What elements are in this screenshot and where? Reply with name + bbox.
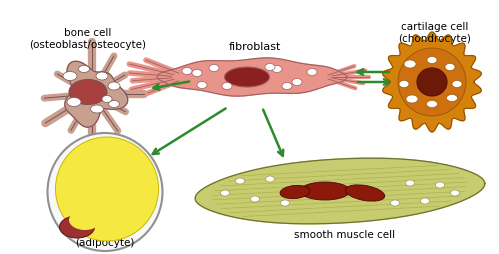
- Text: fat cell
(adipocyte): fat cell (adipocyte): [75, 226, 135, 247]
- Ellipse shape: [451, 190, 460, 196]
- Text: cartilage cell
(chondrocyte): cartilage cell (chondrocyte): [399, 22, 472, 43]
- Polygon shape: [157, 59, 347, 97]
- Polygon shape: [195, 158, 485, 224]
- Ellipse shape: [404, 61, 416, 69]
- Ellipse shape: [221, 190, 230, 196]
- Ellipse shape: [406, 96, 418, 104]
- Text: fibroblast: fibroblast: [229, 42, 281, 52]
- Ellipse shape: [69, 210, 101, 230]
- Ellipse shape: [452, 81, 462, 88]
- Ellipse shape: [78, 66, 89, 73]
- Polygon shape: [65, 62, 128, 128]
- Ellipse shape: [292, 79, 302, 86]
- Ellipse shape: [282, 83, 292, 90]
- Ellipse shape: [55, 137, 159, 241]
- Ellipse shape: [225, 68, 269, 88]
- Ellipse shape: [391, 200, 400, 206]
- Ellipse shape: [102, 96, 112, 103]
- Ellipse shape: [67, 98, 81, 107]
- Text: bone cell
(osteoblast/osteocyte): bone cell (osteoblast/osteocyte): [29, 28, 147, 50]
- Ellipse shape: [421, 198, 430, 204]
- Ellipse shape: [90, 106, 103, 114]
- Ellipse shape: [69, 80, 107, 105]
- Ellipse shape: [182, 68, 192, 75]
- Ellipse shape: [108, 83, 120, 91]
- Ellipse shape: [192, 70, 202, 77]
- Ellipse shape: [280, 186, 310, 199]
- Ellipse shape: [265, 176, 274, 182]
- Ellipse shape: [236, 178, 245, 184]
- Polygon shape: [383, 33, 481, 133]
- Ellipse shape: [280, 200, 289, 206]
- Ellipse shape: [427, 101, 438, 108]
- Ellipse shape: [59, 216, 94, 238]
- Ellipse shape: [436, 182, 445, 188]
- Ellipse shape: [307, 69, 317, 76]
- Ellipse shape: [108, 101, 119, 108]
- Ellipse shape: [272, 66, 282, 73]
- Ellipse shape: [345, 185, 385, 201]
- Ellipse shape: [417, 69, 447, 97]
- Ellipse shape: [265, 64, 275, 71]
- Ellipse shape: [222, 83, 232, 90]
- Ellipse shape: [300, 182, 350, 200]
- Ellipse shape: [63, 72, 77, 81]
- Text: smooth muscle cell: smooth muscle cell: [294, 229, 396, 239]
- Ellipse shape: [209, 65, 219, 72]
- Ellipse shape: [398, 49, 466, 117]
- Ellipse shape: [399, 81, 409, 88]
- Ellipse shape: [406, 180, 415, 186]
- Ellipse shape: [250, 196, 259, 202]
- Ellipse shape: [445, 64, 455, 71]
- Ellipse shape: [447, 95, 458, 102]
- Ellipse shape: [427, 57, 437, 64]
- Ellipse shape: [47, 133, 163, 251]
- Ellipse shape: [197, 82, 207, 89]
- Ellipse shape: [96, 73, 108, 81]
